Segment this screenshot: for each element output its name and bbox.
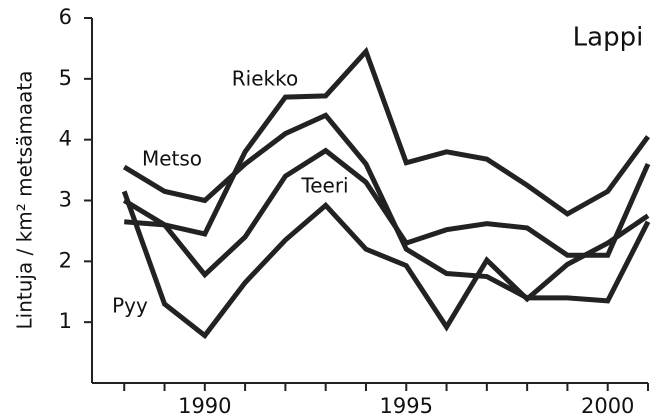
y-tick-label: 6 bbox=[59, 5, 72, 29]
y-tick-label: 2 bbox=[59, 248, 72, 272]
y-axis-label: Lintuja / km² metsämaata bbox=[13, 71, 37, 330]
series-line bbox=[124, 46, 651, 237]
series-label: Riekko bbox=[232, 67, 298, 91]
series-label: Pyy bbox=[112, 294, 148, 318]
chart-title: Lappi bbox=[573, 23, 644, 53]
x-tick-label: 2000 bbox=[581, 394, 634, 417]
series-label: Metso bbox=[142, 147, 202, 171]
y-tick-label: 3 bbox=[59, 188, 72, 212]
series-line bbox=[122, 112, 651, 304]
series-line bbox=[122, 147, 651, 279]
x-tick-label: 1990 bbox=[178, 394, 231, 417]
x-tick-label: 1995 bbox=[380, 394, 433, 417]
y-tick-label: 4 bbox=[59, 127, 72, 151]
y-tick-label: 1 bbox=[59, 309, 72, 333]
y-tick-label: 5 bbox=[59, 66, 72, 90]
series-line bbox=[121, 190, 650, 340]
series-label: Teeri bbox=[300, 174, 348, 198]
